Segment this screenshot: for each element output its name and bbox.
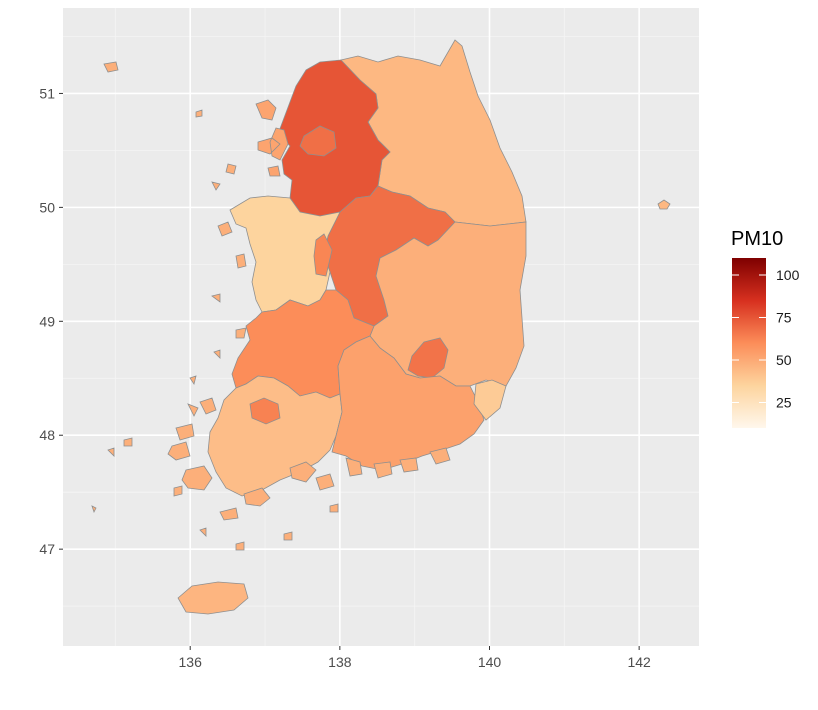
legend-colorbar [732, 258, 766, 428]
region-ulsan [473, 379, 507, 421]
region-seoul [299, 125, 337, 157]
y-tick-label: 51 [39, 85, 55, 101]
region-gwangju [249, 397, 281, 425]
legend-label: 75 [776, 310, 792, 326]
region-islands-west [91, 61, 451, 551]
regions-layer [91, 39, 671, 615]
y-tick-label: 49 [39, 313, 55, 329]
region-dokdo [657, 199, 671, 210]
y-tick-label: 47 [39, 541, 55, 557]
x-tick-label: 138 [328, 654, 352, 670]
region-jeju [177, 581, 249, 615]
x-tick-label: 140 [478, 654, 502, 670]
region-incheon [255, 99, 289, 177]
region-sejong [313, 233, 333, 277]
y-tick-label: 50 [39, 199, 55, 215]
y-tick-label: 48 [39, 427, 55, 443]
x-tick-label: 142 [627, 654, 651, 670]
x-tick-label: 136 [179, 654, 203, 670]
legend-label: 25 [776, 395, 792, 411]
axes: 136 138 140 142 47 48 49 50 51 [39, 85, 651, 670]
legend: PM10 25 50 75 100 [731, 228, 800, 428]
legend-label: 100 [776, 267, 800, 283]
legend-title: PM10 [731, 228, 783, 250]
legend-label: 50 [776, 352, 792, 368]
